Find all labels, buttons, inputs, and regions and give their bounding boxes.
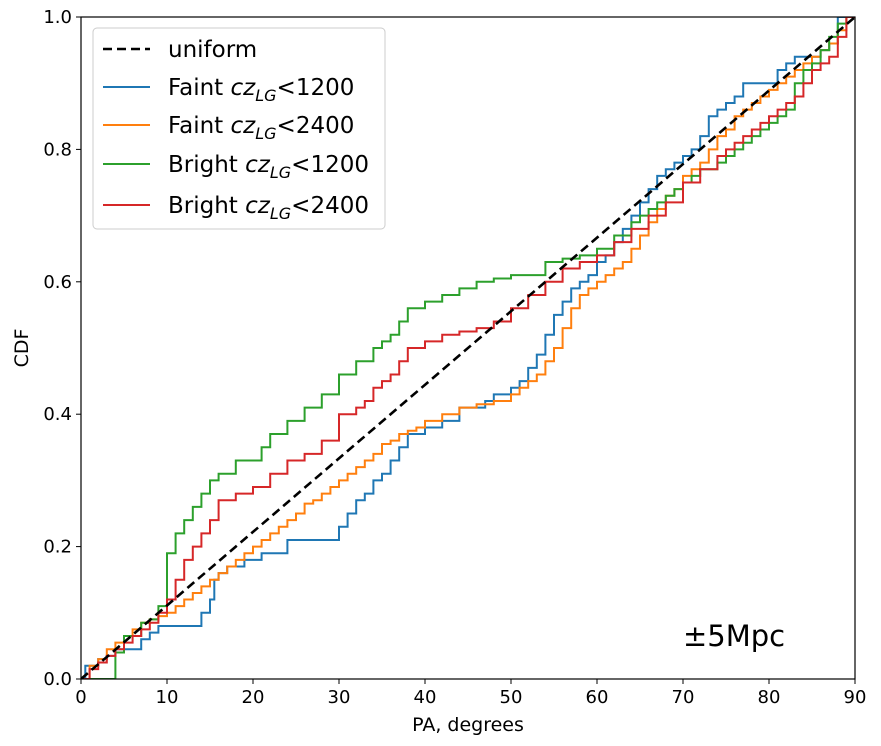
series-line-2 bbox=[81, 17, 855, 679]
x-tick-label: 90 bbox=[844, 687, 867, 708]
x-tick-label: 40 bbox=[414, 687, 437, 708]
annotation-text: ±5Mpc bbox=[683, 619, 785, 653]
legend-label-1: Faint czLG<1200 bbox=[168, 75, 354, 105]
x-tick-label: 70 bbox=[672, 687, 695, 708]
x-tick-label: 50 bbox=[500, 687, 523, 708]
y-tick-label: 0.2 bbox=[43, 537, 72, 558]
y-tick-label: 0.8 bbox=[43, 139, 72, 160]
legend-label-2: Faint czLG<2400 bbox=[168, 113, 354, 143]
x-tick-label: 20 bbox=[242, 687, 265, 708]
legend-label-4: Bright czLG<2400 bbox=[168, 193, 369, 223]
legend-label-uniform: uniform bbox=[168, 37, 257, 63]
series-line-3 bbox=[81, 17, 855, 679]
series-line-4 bbox=[81, 17, 855, 679]
x-tick-label: 60 bbox=[586, 687, 609, 708]
x-tick-label: 80 bbox=[758, 687, 781, 708]
y-tick-label: 0.0 bbox=[43, 669, 72, 690]
x-tick-label: 30 bbox=[328, 687, 351, 708]
legend-box bbox=[92, 27, 386, 230]
x-tick-label: 10 bbox=[156, 687, 179, 708]
y-tick-label: 0.4 bbox=[43, 404, 72, 425]
series-line-1 bbox=[81, 17, 855, 679]
series-layer bbox=[81, 17, 855, 679]
uniform-reference-line bbox=[81, 17, 855, 679]
ticks-layer: 0 10 20 30 40 50 60 70 80 90 0.0 0.2 0.4 0.6 0.8 1.0 bbox=[43, 7, 866, 708]
legend-label-3: Bright czLG<1200 bbox=[168, 152, 369, 182]
axes-frame bbox=[80, 16, 856, 680]
y-tick-label: 0.6 bbox=[43, 272, 72, 293]
y-tick-label: 1.0 bbox=[43, 7, 72, 28]
x-tick-label: 0 bbox=[75, 687, 86, 708]
legend: uniform Faint czLG<1200 Faint czLG<2400 Bri… bbox=[92, 27, 386, 230]
y-axis-label: CDF bbox=[11, 329, 33, 368]
x-axis-label: PA, degrees bbox=[412, 714, 524, 736]
